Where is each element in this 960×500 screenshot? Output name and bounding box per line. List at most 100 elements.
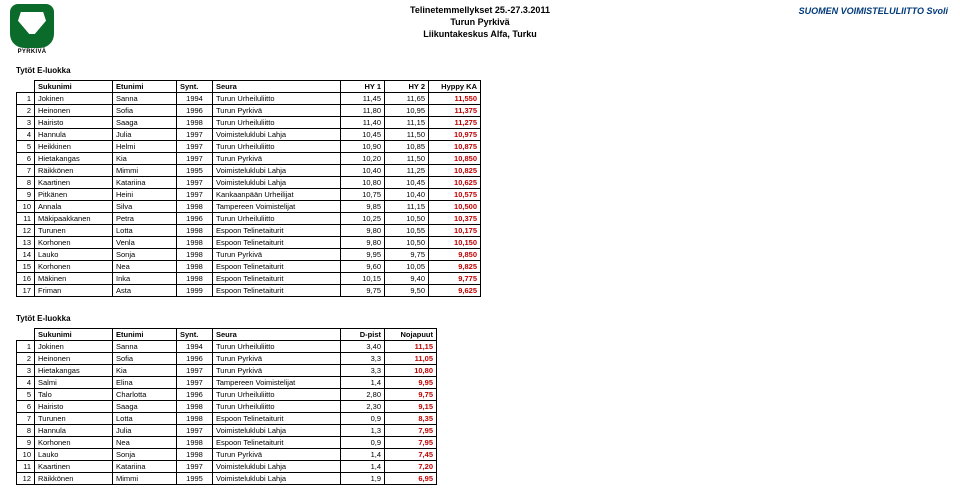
table-cell: Turun Urheiluliitto xyxy=(213,117,341,129)
table-cell: 1996 xyxy=(177,353,213,365)
table-cell: 10,80 xyxy=(341,177,385,189)
table-cell: 8 xyxy=(17,177,35,189)
table-cell: 5 xyxy=(17,389,35,401)
table-cell: Sofia xyxy=(113,353,177,365)
table-cell: 9,775 xyxy=(429,273,481,285)
table-cell: 10,175 xyxy=(429,225,481,237)
table-cell: Lauko xyxy=(35,449,113,461)
table-cell: 1996 xyxy=(177,213,213,225)
table-cell: 6 xyxy=(17,153,35,165)
table-cell: 1997 xyxy=(177,177,213,189)
table-cell: Räikkönen xyxy=(35,165,113,177)
table-row: 4SalmiElina1997Tampereen Voimistelijat1,… xyxy=(17,377,437,389)
table-cell: 10,575 xyxy=(429,189,481,201)
table-cell: Saaga xyxy=(113,401,177,413)
table-row: 4HannulaJulia1997Voimisteluklubi Lahja10… xyxy=(17,129,481,141)
table-cell: 9,50 xyxy=(385,285,429,297)
col-header: Seura xyxy=(213,81,341,93)
table-cell: 6 xyxy=(17,401,35,413)
table-cell: Kankaanpään Urheilijat xyxy=(213,189,341,201)
table-cell: Espoon Telinetaiturit xyxy=(213,261,341,273)
table-cell: 10,45 xyxy=(385,177,429,189)
table-cell: 1997 xyxy=(177,377,213,389)
table-cell: 10,875 xyxy=(429,141,481,153)
table-cell: 1998 xyxy=(177,201,213,213)
table-cell: 11,15 xyxy=(385,117,429,129)
table-cell: Hietakangas xyxy=(35,365,113,377)
table-row: 15KorhonenNea1998Espoon Telinetaiturit9,… xyxy=(17,261,481,273)
table-cell: Heikkinen xyxy=(35,141,113,153)
table-cell: 9 xyxy=(17,437,35,449)
table-cell: Espoon Telinetaiturit xyxy=(213,437,341,449)
table-row: 7TurunenLotta1998Espoon Telinetaiturit0,… xyxy=(17,413,437,425)
table-cell: 10,90 xyxy=(341,141,385,153)
table-cell: 1997 xyxy=(177,365,213,377)
table-cell: 10,40 xyxy=(341,165,385,177)
table-cell: 7,20 xyxy=(385,461,437,473)
table-cell: 2 xyxy=(17,353,35,365)
table-row: 10LaukoSonja1998Turun Pyrkivä1,47,45 xyxy=(17,449,437,461)
table-cell: Sanna xyxy=(113,93,177,105)
table-cell: Hannula xyxy=(35,425,113,437)
table-cell: 10,40 xyxy=(385,189,429,201)
table-cell: 1,9 xyxy=(341,473,385,485)
table-cell: 9,75 xyxy=(385,389,437,401)
table-row: 2HeinonenSofia1996Turun Pyrkivä11,8010,9… xyxy=(17,105,481,117)
table-cell: Mimmi xyxy=(113,473,177,485)
table-cell: Turun Urheiluliitto xyxy=(213,401,341,413)
table-cell: 13 xyxy=(17,237,35,249)
table-cell: 1997 xyxy=(177,189,213,201)
table-cell: 1999 xyxy=(177,285,213,297)
table-cell: Turun Urheiluliitto xyxy=(213,341,341,353)
table-cell: 1997 xyxy=(177,141,213,153)
table-cell: 10,25 xyxy=(341,213,385,225)
table-cell: 11 xyxy=(17,461,35,473)
table-cell: Turunen xyxy=(35,413,113,425)
results-table-2: SukunimiEtunimiSynt.SeuraD-pistNojapuut1… xyxy=(16,328,437,485)
table-cell: Voimisteluklubi Lahja xyxy=(213,165,341,177)
table-cell: Heinonen xyxy=(35,353,113,365)
table-cell: Turunen xyxy=(35,225,113,237)
header-line-3: Liikuntakeskus Alfa, Turku xyxy=(0,28,960,40)
table-cell: 1998 xyxy=(177,401,213,413)
table-cell: 11,05 xyxy=(385,353,437,365)
table-cell: Katariina xyxy=(113,177,177,189)
section-title-1: Tytöt E-luokka xyxy=(16,66,71,75)
table-cell: 11,45 xyxy=(341,93,385,105)
table-cell: 10,85 xyxy=(385,141,429,153)
table-cell: 10,45 xyxy=(341,129,385,141)
table-cell: Turun Pyrkivä xyxy=(213,153,341,165)
table-cell: 12 xyxy=(17,225,35,237)
col-header: Synt. xyxy=(177,329,213,341)
table-cell: Jokinen xyxy=(35,93,113,105)
table-row: 14LaukoSonja1998Turun Pyrkivä9,959,759,8… xyxy=(17,249,481,261)
table-cell: 1998 xyxy=(177,261,213,273)
table-cell: 1,4 xyxy=(341,449,385,461)
table-cell: 11,275 xyxy=(429,117,481,129)
table-row: 9KorhonenNea1998Espoon Telinetaiturit0,9… xyxy=(17,437,437,449)
col-header: Etunimi xyxy=(113,81,177,93)
col-header xyxy=(17,329,35,341)
table-cell: 3 xyxy=(17,117,35,129)
col-header: Seura xyxy=(213,329,341,341)
table-cell: 16 xyxy=(17,273,35,285)
table-cell: Espoon Telinetaiturit xyxy=(213,273,341,285)
table-cell: 1996 xyxy=(177,389,213,401)
table-cell: Tampereen Voimistelijat xyxy=(213,377,341,389)
col-header: Etunimi xyxy=(113,329,177,341)
table-cell: 2,80 xyxy=(341,389,385,401)
table-cell: 10,95 xyxy=(385,105,429,117)
table-cell: 15 xyxy=(17,261,35,273)
table-cell: Hannula xyxy=(35,129,113,141)
table-row: 10AnnalaSilva1998Tampereen Voimistelijat… xyxy=(17,201,481,213)
table-cell: Voimisteluklubi Lahja xyxy=(213,177,341,189)
table-cell: 11,50 xyxy=(385,153,429,165)
table-cell: Mimmi xyxy=(113,165,177,177)
section-title-2: Tytöt E-luokka xyxy=(16,314,71,323)
table-cell: 10 xyxy=(17,201,35,213)
table-cell: 0,9 xyxy=(341,413,385,425)
table-cell: Sanna xyxy=(113,341,177,353)
table-cell: Espoon Telinetaiturit xyxy=(213,285,341,297)
table-cell: Lotta xyxy=(113,225,177,237)
table-cell: 4 xyxy=(17,129,35,141)
